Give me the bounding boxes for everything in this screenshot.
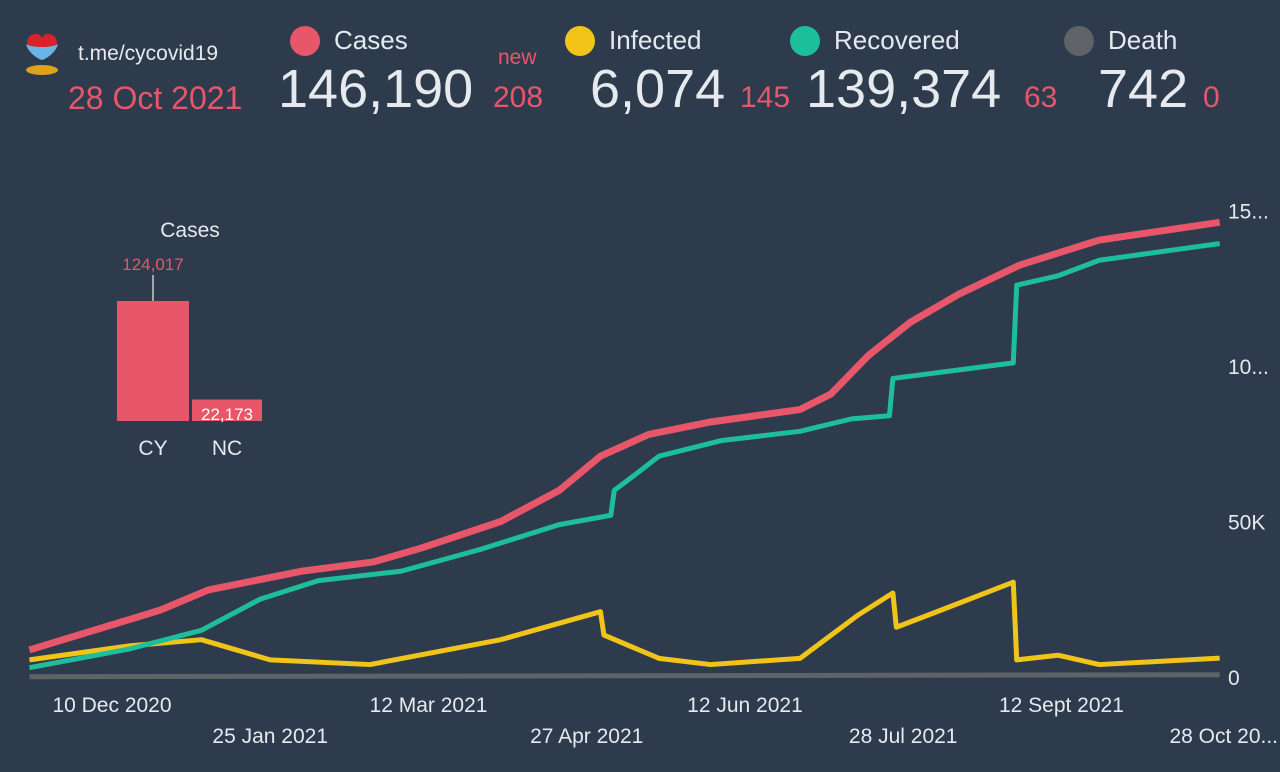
infected-new: 145: [740, 81, 791, 114]
legend-infected: Infected: [565, 25, 702, 56]
bar-value-label: 22,173: [201, 405, 253, 424]
bar-cy: [117, 301, 189, 421]
cases-new: 208: [493, 81, 544, 114]
series-line-death: [29, 672, 1220, 680]
series-line-recovered: [28, 241, 1221, 671]
channel-link[interactable]: t.me/cycovid19: [78, 42, 219, 65]
cases-total: 146,190: [278, 59, 474, 119]
legend-label: Recovered: [834, 25, 960, 55]
x-tick-label: 25 Jan 2021: [212, 725, 328, 748]
bar-chart: Cases CY 124,017 NC 22,173: [117, 219, 262, 460]
x-tick-label: 10 Dec 2020: [52, 694, 171, 717]
series-line-cases: [28, 218, 1221, 654]
death-new: 0: [1203, 81, 1220, 114]
infected-dot-icon: [565, 25, 595, 56]
x-tick-label: 12 Mar 2021: [370, 694, 488, 717]
line-chart: 0 50K 10... 15... 10 Dec 2020 25 Jan 2021 12 M…: [28, 201, 1278, 748]
y-tick-label: 0: [1228, 667, 1240, 690]
legend-recovered: Recovered: [790, 25, 960, 56]
y-tick-label: 15...: [1228, 201, 1269, 224]
bar-category-label: CY: [138, 437, 167, 460]
bar-chart-title: Cases: [160, 219, 220, 242]
x-tick-label: 28 Jul 2021: [849, 725, 958, 748]
infected-total: 6,074: [590, 59, 726, 119]
bar-nc: [192, 399, 262, 421]
y-tick-label: 50K: [1228, 512, 1265, 535]
recovered-new: 63: [1024, 81, 1058, 114]
new-label: new: [498, 46, 537, 69]
legend-cases: Cases: [290, 25, 408, 56]
legend-label: Infected: [609, 25, 702, 55]
cases-dot-icon: [290, 25, 320, 56]
recovered-total: 139,374: [806, 59, 1002, 119]
legend-label: Cases: [334, 25, 408, 55]
y-tick-label: 10...: [1228, 356, 1269, 379]
bar-value-label: 124,017: [122, 255, 183, 274]
death-total: 742: [1098, 59, 1189, 119]
report-date: 28 Oct 2021: [68, 80, 243, 116]
x-tick-label: 27 Apr 2021: [530, 725, 643, 748]
death-dot-icon: [1064, 25, 1094, 56]
x-tick-label: 12 Jun 2021: [687, 694, 803, 717]
bar-category-label: NC: [212, 437, 242, 460]
recovered-dot-icon: [790, 25, 820, 56]
x-tick-label: 28 Oct 20...: [1169, 725, 1278, 748]
x-tick-label: 12 Sept 2021: [999, 694, 1124, 717]
logo: [22, 30, 62, 80]
legend-death: Death: [1064, 25, 1177, 56]
legend-label: Death: [1108, 25, 1178, 55]
series-line-infected: [29, 579, 1220, 668]
